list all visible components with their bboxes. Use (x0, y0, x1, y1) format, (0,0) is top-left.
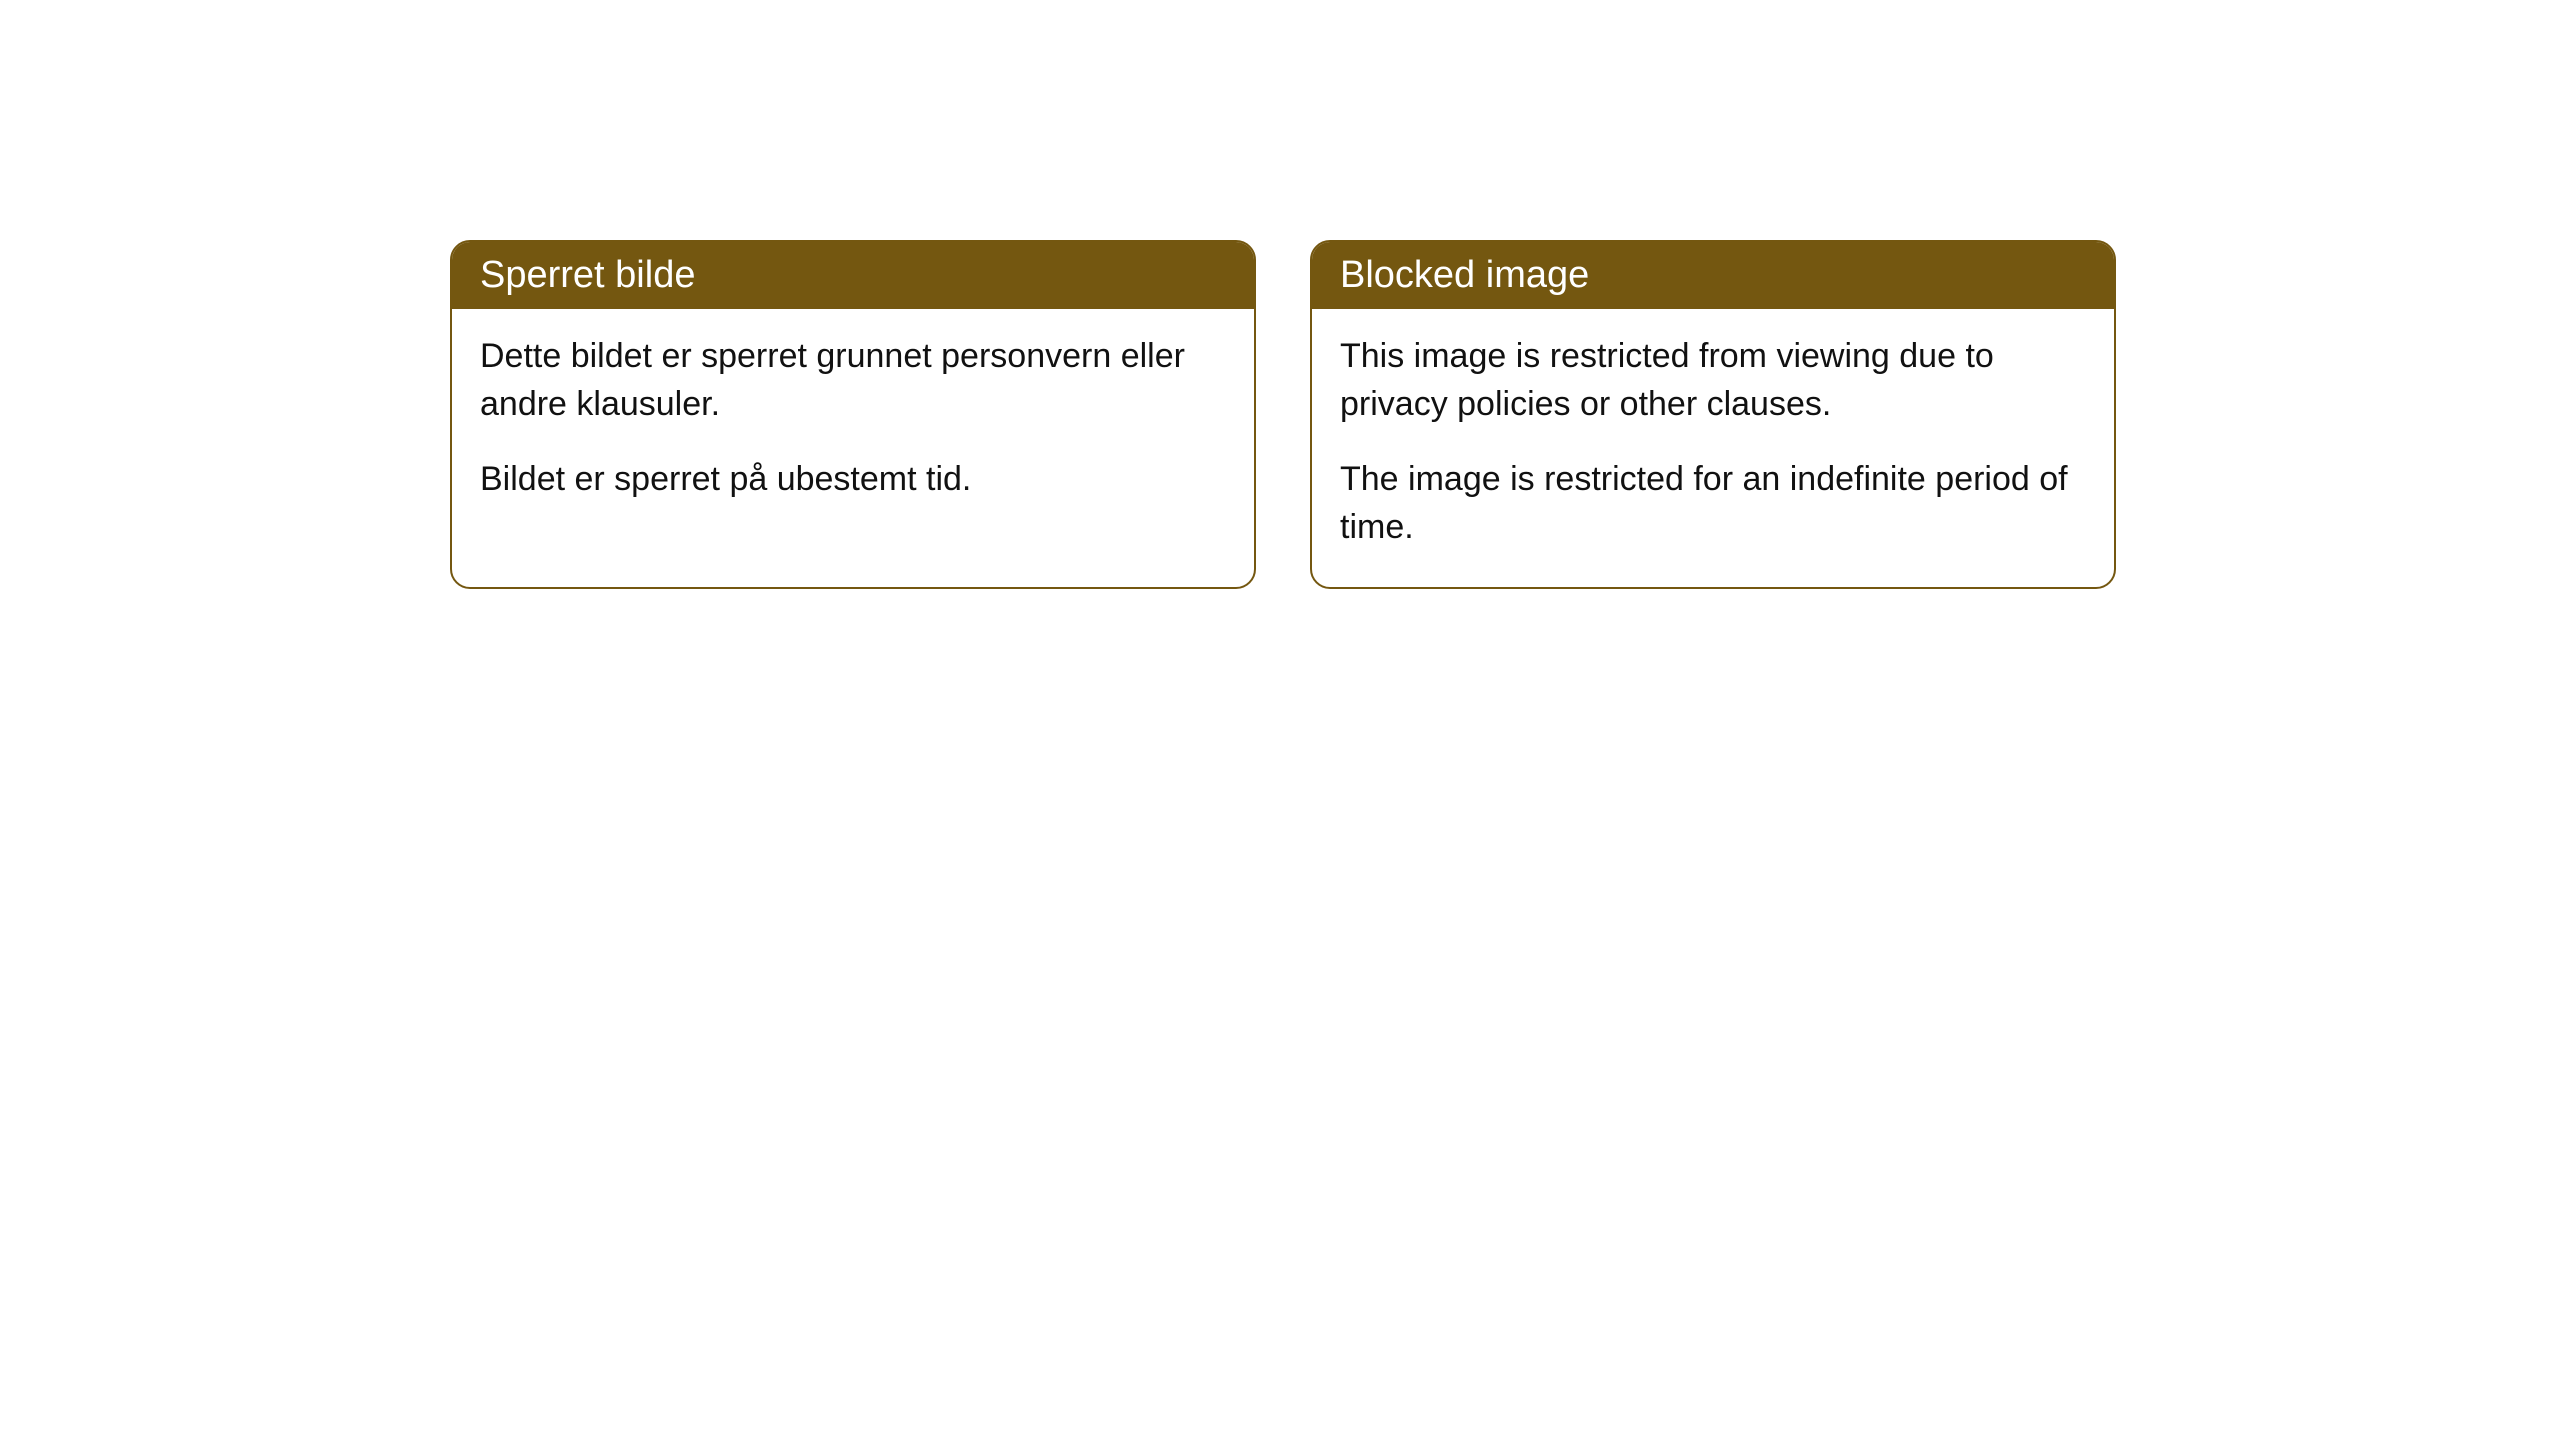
card-paragraph: Bildet er sperret på ubestemt tid. (480, 456, 1226, 504)
card-title: Blocked image (1340, 254, 1589, 296)
card-paragraph: This image is restricted from viewing du… (1340, 333, 2086, 428)
card-body-norwegian: Dette bildet er sperret grunnet personve… (452, 309, 1254, 540)
notice-card-norwegian: Sperret bilde Dette bildet er sperret gr… (450, 240, 1256, 589)
card-header-norwegian: Sperret bilde (452, 242, 1254, 309)
card-title: Sperret bilde (480, 254, 695, 296)
card-body-english: This image is restricted from viewing du… (1312, 309, 2114, 587)
notice-card-english: Blocked image This image is restricted f… (1310, 240, 2116, 589)
notice-cards-container: Sperret bilde Dette bildet er sperret gr… (450, 240, 2116, 589)
card-paragraph: Dette bildet er sperret grunnet personve… (480, 333, 1226, 428)
card-header-english: Blocked image (1312, 242, 2114, 309)
card-paragraph: The image is restricted for an indefinit… (1340, 456, 2086, 551)
